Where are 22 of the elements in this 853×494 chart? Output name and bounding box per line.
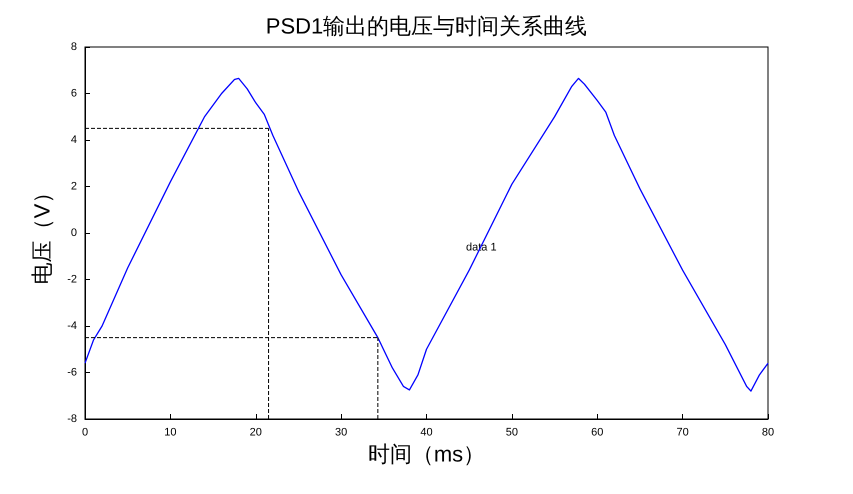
y-tick-label: 8: [70, 41, 77, 53]
x-axis-title: 时间（ms）: [368, 441, 486, 466]
x-tick-label: 40: [420, 426, 433, 438]
y-tick-label: -8: [67, 413, 77, 425]
y-tick-label: 2: [70, 180, 77, 192]
chart-title: PSD1输出的电压与时间关系曲线: [266, 14, 588, 38]
x-tick-label: 60: [591, 426, 604, 438]
y-tick-label: -2: [67, 274, 77, 286]
x-tick-label: 50: [506, 426, 518, 438]
y-tick-label: 0: [70, 227, 77, 239]
y-tick-label: 6: [70, 88, 77, 100]
x-tick-label: 10: [164, 426, 176, 438]
y-tick-label: -4: [67, 320, 77, 332]
line-series: [84, 78, 769, 392]
y-axis-title: 电压（V）: [30, 182, 54, 284]
y-tick-label: -6: [67, 366, 77, 378]
x-tick-label: 30: [335, 426, 348, 438]
x-tick-label: 80: [762, 426, 774, 438]
x-tick-label: 70: [676, 426, 689, 438]
x-tick-label: 0: [82, 426, 88, 438]
x-tick-label: 20: [250, 426, 262, 438]
y-tick-label: 4: [70, 134, 77, 146]
